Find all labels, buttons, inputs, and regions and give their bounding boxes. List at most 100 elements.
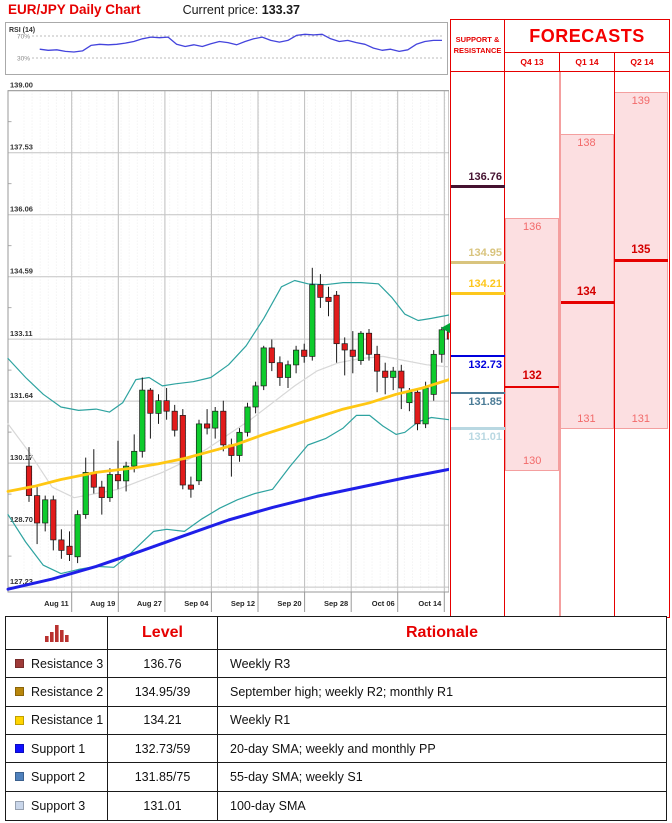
table-row-level: 132.73/59 xyxy=(108,735,218,764)
svg-text:Sep 04: Sep 04 xyxy=(184,599,209,608)
level-color-swatch xyxy=(15,715,24,725)
table-row-level: 136.76 xyxy=(108,650,218,679)
levels-rationale-table: Level Rationale Resistance 3 136.76 Weekly R… xyxy=(5,616,667,821)
price-plot: Aug 11 Aug 19 Aug 27 Sep 04 Sep 12 Sep 20 Sep … xyxy=(6,81,449,612)
forecast-pivot-line xyxy=(559,301,614,304)
table-row-rationale: September high; weekly R2; monthly R1 xyxy=(218,678,666,707)
forecast-quarter-label: Q2 14 xyxy=(614,53,669,71)
table-row-rationale: 20-day SMA; weekly and monthly PP xyxy=(218,735,666,764)
rsi-plot: RSI (14)70% 30% xyxy=(9,27,442,63)
forecast-value-label: 138 xyxy=(577,136,596,149)
candlestick-chart: Aug 11 Aug 19 Aug 27 Sep 04 Sep 12 Sep 20 Sep … xyxy=(5,75,449,618)
sr-level-label: 134.95 xyxy=(468,247,502,259)
table-row-level: 131.85/75 xyxy=(108,763,218,792)
level-name: Support 3 xyxy=(31,798,86,813)
table-header-rationale: Rationale xyxy=(218,617,666,650)
forecast-pivot-line xyxy=(613,259,668,262)
forecast-quarters-row: Q4 13 Q1 14 Q2 14 xyxy=(505,53,669,72)
forecast-value-label: 131 xyxy=(577,412,596,425)
forecast-column-divider xyxy=(559,72,561,617)
sr-level-label: 132.73 xyxy=(468,358,502,371)
svg-text:127.23: 127.23 xyxy=(10,577,33,586)
svg-text:137.53: 137.53 xyxy=(10,143,33,152)
svg-text:Sep 20: Sep 20 xyxy=(277,599,301,608)
forecast-value-label: 139 xyxy=(631,94,651,107)
svg-text:Oct 14: Oct 14 xyxy=(418,599,442,608)
sr-level-label: 136.76 xyxy=(468,170,502,183)
table-row-level: 131.01 xyxy=(108,791,218,820)
current-price-value: 133.37 xyxy=(261,3,301,17)
table-row-name: Support 2 xyxy=(6,763,108,792)
forecast-value-label: 135 xyxy=(631,243,651,256)
current-price-marker xyxy=(441,323,450,334)
sr-level-line xyxy=(451,427,505,430)
forecast-value-label: 134 xyxy=(576,286,597,299)
forecast-quarter-label: Q1 14 xyxy=(559,53,614,71)
level-name: Resistance 1 xyxy=(31,713,104,728)
sr-level-line xyxy=(451,184,505,188)
level-color-swatch xyxy=(15,801,24,811)
sr-level-label: 134.21 xyxy=(468,278,502,291)
table-row-rationale: 55-day SMA; weekly S1 xyxy=(218,763,666,792)
table-row-name: Resistance 3 xyxy=(6,650,108,679)
bar-chart-icon xyxy=(44,625,69,642)
sr-level-line xyxy=(451,292,505,295)
sr-level-line xyxy=(451,261,505,264)
forecast-value-label: 136 xyxy=(522,221,542,234)
levels-forecast-panel: SUPPORT & RESISTANCE 136.76 134.95 134.21 1… xyxy=(450,19,670,618)
forecast-value-label: 130 xyxy=(522,454,542,467)
table-header-level: Level xyxy=(108,617,218,650)
forecast-value-label: 132 xyxy=(522,370,542,383)
table-row-rationale: Weekly R1 xyxy=(218,707,666,735)
svg-text:Sep 12: Sep 12 xyxy=(231,599,255,608)
level-name: Support 1 xyxy=(31,741,86,756)
forecast-range-box xyxy=(559,133,614,430)
rsi-panel: RSI (14) 70% 30% xyxy=(5,22,448,75)
sr-level-label: 131.85 xyxy=(468,395,502,408)
svg-text:Aug 11: Aug 11 xyxy=(44,599,69,608)
current-price-label: Current price: xyxy=(182,3,259,17)
svg-text:134.59: 134.59 xyxy=(10,267,33,276)
table-row-rationale: Weekly R3 xyxy=(218,650,666,679)
svg-text:Oct 06: Oct 06 xyxy=(372,599,395,608)
forecast-column-divider xyxy=(613,72,615,617)
table-row-level: 134.95/39 xyxy=(108,678,218,707)
table-header-icon-cell xyxy=(6,617,108,650)
level-name: Resistance 2 xyxy=(31,684,104,699)
report-header: EUR/JPY Daily Chart Current price: 133.37 xyxy=(8,1,300,18)
svg-text:128.70: 128.70 xyxy=(10,515,33,524)
sr-level-label: 131.01 xyxy=(468,431,502,444)
level-name: Support 2 xyxy=(31,769,86,784)
level-name: Resistance 3 xyxy=(31,656,104,671)
support-resistance-header: SUPPORT & RESISTANCE xyxy=(451,20,504,72)
sr-level-line xyxy=(451,391,505,395)
forecast-quarter-label: Q4 13 xyxy=(520,57,544,67)
svg-text:133.11: 133.11 xyxy=(10,329,33,338)
forecasts-area: FORECASTS Q4 13 Q1 14 Q2 14 136 130 132 138 13… xyxy=(505,20,669,617)
support-resistance-column: SUPPORT & RESISTANCE 136.76 134.95 134.21 1… xyxy=(451,20,505,617)
svg-text:139.00: 139.00 xyxy=(10,81,33,90)
level-color-swatch xyxy=(15,744,24,754)
svg-text:Aug 19: Aug 19 xyxy=(90,599,115,608)
level-color-swatch xyxy=(15,687,24,697)
svg-text:30%: 30% xyxy=(17,56,30,63)
forecasts-title: FORECASTS xyxy=(505,20,669,53)
level-color-swatch xyxy=(15,659,24,669)
svg-text:RSI (14): RSI (14) xyxy=(9,27,35,34)
svg-text:Sep 28: Sep 28 xyxy=(324,599,348,608)
table-row-name: Resistance 1 xyxy=(6,706,108,735)
forecast-range-box xyxy=(505,218,560,472)
svg-text:Aug 27: Aug 27 xyxy=(137,599,162,608)
svg-text:131.64: 131.64 xyxy=(10,391,34,400)
svg-text:130.17: 130.17 xyxy=(10,453,33,462)
table-row-name: Resistance 2 xyxy=(6,678,108,707)
table-row-name: Support 1 xyxy=(6,735,108,764)
forecast-pivot-line xyxy=(505,385,560,389)
forecast-value-label: 131 xyxy=(631,412,651,425)
svg-text:136.06: 136.06 xyxy=(10,205,33,214)
sr-level-line xyxy=(451,354,505,358)
page-title: EUR/JPY Daily Chart xyxy=(8,2,141,17)
svg-text:70%: 70% xyxy=(17,34,30,41)
table-row-level: 134.21 xyxy=(108,706,218,735)
